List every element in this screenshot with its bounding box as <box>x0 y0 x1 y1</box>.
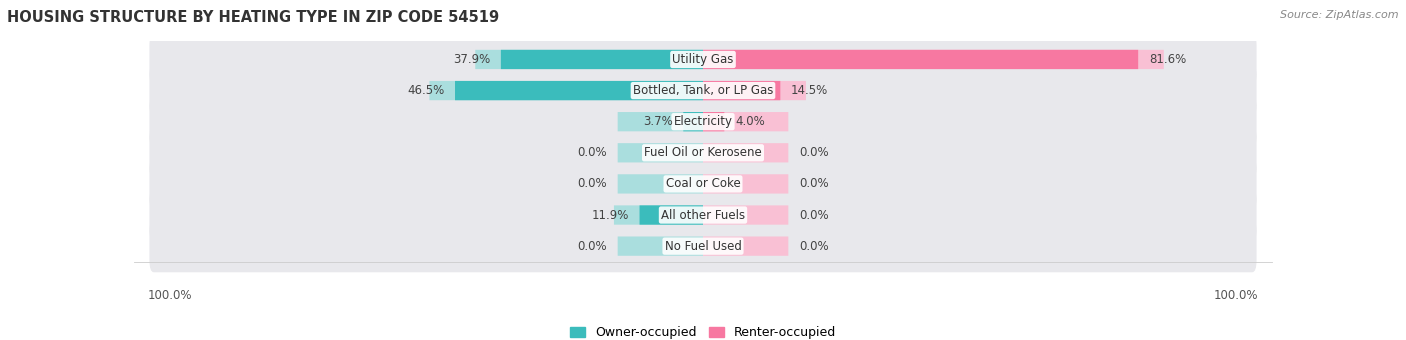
Text: 0.0%: 0.0% <box>799 146 828 159</box>
FancyBboxPatch shape <box>703 112 724 131</box>
FancyBboxPatch shape <box>703 50 1164 69</box>
FancyBboxPatch shape <box>149 65 1257 117</box>
Text: Utility Gas: Utility Gas <box>672 53 734 66</box>
FancyBboxPatch shape <box>149 158 1257 210</box>
Legend: Owner-occupied, Renter-occupied: Owner-occupied, Renter-occupied <box>565 321 841 340</box>
Text: 4.0%: 4.0% <box>735 115 765 128</box>
Text: 0.0%: 0.0% <box>799 177 828 190</box>
FancyBboxPatch shape <box>149 33 1257 86</box>
FancyBboxPatch shape <box>703 237 789 256</box>
FancyBboxPatch shape <box>703 205 789 225</box>
Text: 0.0%: 0.0% <box>578 177 607 190</box>
Text: Coal or Coke: Coal or Coke <box>665 177 741 190</box>
FancyBboxPatch shape <box>703 143 789 163</box>
FancyBboxPatch shape <box>703 50 1139 69</box>
FancyBboxPatch shape <box>703 112 789 131</box>
FancyBboxPatch shape <box>456 81 703 100</box>
FancyBboxPatch shape <box>614 205 703 225</box>
FancyBboxPatch shape <box>149 127 1257 179</box>
FancyBboxPatch shape <box>703 81 806 100</box>
Text: All other Fuels: All other Fuels <box>661 208 745 222</box>
FancyBboxPatch shape <box>703 81 780 100</box>
Text: Fuel Oil or Kerosene: Fuel Oil or Kerosene <box>644 146 762 159</box>
Text: Bottled, Tank, or LP Gas: Bottled, Tank, or LP Gas <box>633 84 773 97</box>
FancyBboxPatch shape <box>149 189 1257 241</box>
FancyBboxPatch shape <box>149 96 1257 148</box>
FancyBboxPatch shape <box>617 174 703 193</box>
Text: 0.0%: 0.0% <box>578 146 607 159</box>
Text: 11.9%: 11.9% <box>592 208 628 222</box>
FancyBboxPatch shape <box>617 237 703 256</box>
FancyBboxPatch shape <box>501 50 703 69</box>
FancyBboxPatch shape <box>683 112 703 131</box>
Text: 0.0%: 0.0% <box>799 240 828 253</box>
Text: HOUSING STRUCTURE BY HEATING TYPE IN ZIP CODE 54519: HOUSING STRUCTURE BY HEATING TYPE IN ZIP… <box>7 10 499 25</box>
FancyBboxPatch shape <box>617 143 703 163</box>
Text: 0.0%: 0.0% <box>799 208 828 222</box>
Text: 3.7%: 3.7% <box>643 115 672 128</box>
Text: 37.9%: 37.9% <box>453 53 491 66</box>
FancyBboxPatch shape <box>429 81 703 100</box>
Text: 81.6%: 81.6% <box>1149 53 1187 66</box>
FancyBboxPatch shape <box>617 112 703 131</box>
Text: 46.5%: 46.5% <box>408 84 444 97</box>
FancyBboxPatch shape <box>640 205 703 225</box>
FancyBboxPatch shape <box>149 220 1257 272</box>
Text: 14.5%: 14.5% <box>792 84 828 97</box>
FancyBboxPatch shape <box>703 174 789 193</box>
Text: Electricity: Electricity <box>673 115 733 128</box>
Text: No Fuel Used: No Fuel Used <box>665 240 741 253</box>
Text: Source: ZipAtlas.com: Source: ZipAtlas.com <box>1281 10 1399 20</box>
FancyBboxPatch shape <box>475 50 703 69</box>
Text: 0.0%: 0.0% <box>578 240 607 253</box>
